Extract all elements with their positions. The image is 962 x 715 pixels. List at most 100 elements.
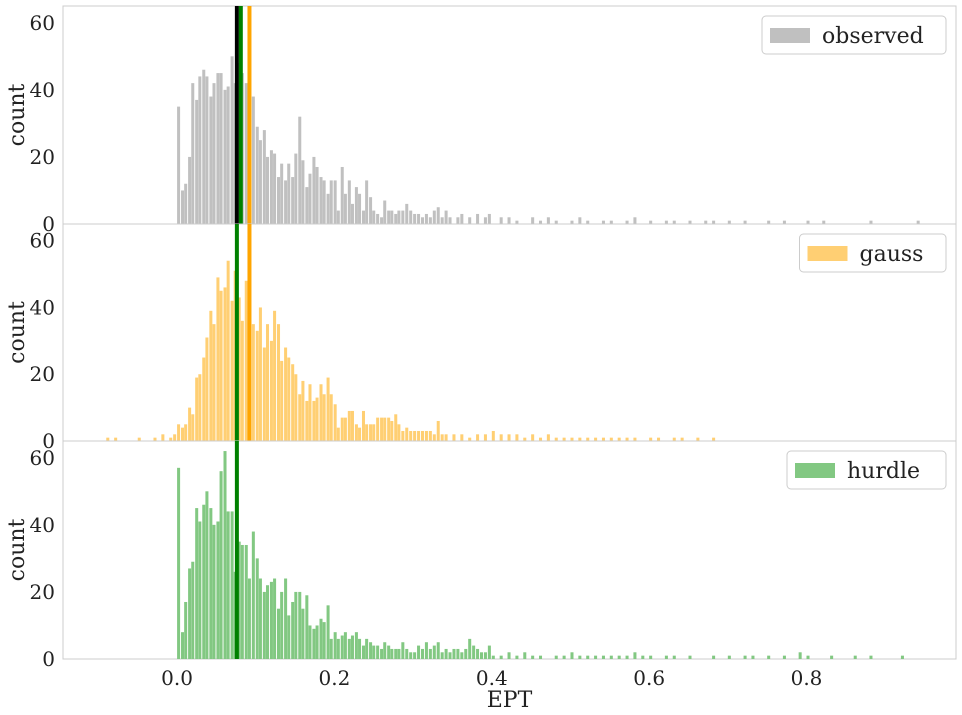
bar-hurdle-33 bbox=[294, 591, 298, 659]
bar-hurdle-47 bbox=[343, 632, 347, 659]
legend-top: observed bbox=[761, 15, 947, 55]
bar-hurdle-14 bbox=[226, 511, 230, 659]
bar-gauss-41 bbox=[298, 394, 302, 441]
bar-gauss-46 bbox=[315, 397, 319, 441]
bar-gauss-58 bbox=[358, 427, 362, 441]
bars-hurdle bbox=[177, 451, 904, 659]
bar-gauss-86 bbox=[483, 434, 487, 441]
bar-gauss-16 bbox=[209, 310, 213, 441]
bar-hurdle-117 bbox=[830, 655, 834, 659]
y-tick-label: 40 bbox=[30, 295, 55, 319]
bar-gauss-70 bbox=[401, 430, 405, 441]
bar-hurdle-41 bbox=[322, 622, 326, 659]
bar-hurdle-104 bbox=[641, 655, 645, 659]
bar-gauss-26 bbox=[244, 280, 248, 441]
bar-hurdle-108 bbox=[688, 655, 692, 659]
bar-observed-73 bbox=[440, 217, 444, 224]
bar-gauss-50 bbox=[329, 394, 333, 441]
bar-hurdle-34 bbox=[298, 591, 302, 659]
bar-hurdle-100 bbox=[609, 655, 613, 659]
bar-gauss-39 bbox=[291, 364, 295, 441]
bar-hurdle-10 bbox=[212, 524, 216, 659]
bar-gauss-28 bbox=[251, 324, 255, 441]
bar-gauss-61 bbox=[369, 424, 373, 441]
bar-gauss-64 bbox=[380, 417, 384, 441]
y-tick-label: 0 bbox=[42, 429, 55, 453]
bar-hurdle-111 bbox=[743, 655, 747, 659]
bar-hurdle-26 bbox=[269, 581, 273, 659]
bar-observed-78 bbox=[468, 217, 472, 224]
bar-observed-42 bbox=[326, 193, 330, 224]
bar-gauss-31 bbox=[262, 347, 266, 441]
bar-gauss-1 bbox=[114, 437, 118, 441]
bar-observed-6 bbox=[198, 76, 202, 225]
bar-observed-41 bbox=[322, 180, 326, 224]
bar-gauss-52 bbox=[336, 427, 340, 441]
bar-hurdle-2 bbox=[184, 601, 188, 659]
bar-gauss-77 bbox=[428, 430, 432, 441]
bar-hurdle-96 bbox=[578, 655, 582, 659]
bar-hurdle-38 bbox=[312, 628, 316, 659]
bar-gauss-5 bbox=[169, 437, 173, 441]
bar-hurdle-17 bbox=[237, 541, 241, 659]
bar-gauss-44 bbox=[308, 384, 312, 441]
bar-gauss-42 bbox=[301, 380, 305, 441]
bar-gauss-81 bbox=[444, 434, 448, 441]
bar-gauss-85 bbox=[476, 434, 480, 441]
bar-gauss-94 bbox=[546, 434, 550, 441]
bar-observed-15 bbox=[230, 56, 234, 225]
bar-hurdle-67 bbox=[417, 645, 421, 659]
bar-hurdle-6 bbox=[198, 521, 202, 659]
bar-observed-5 bbox=[195, 99, 199, 224]
bar-observed-99 bbox=[688, 220, 692, 224]
bar-hurdle-70 bbox=[428, 648, 432, 659]
bar-gauss-60 bbox=[365, 424, 369, 441]
bar-observed-87 bbox=[546, 217, 550, 224]
bar-observed-69 bbox=[424, 213, 428, 224]
bar-gauss-21 bbox=[226, 260, 230, 441]
bar-hurdle-73 bbox=[440, 652, 444, 659]
bar-gauss-18 bbox=[216, 277, 220, 441]
bar-observed-32 bbox=[291, 177, 295, 224]
bar-hurdle-52 bbox=[361, 645, 365, 659]
bar-gauss-66 bbox=[387, 417, 391, 441]
bar-hurdle-21 bbox=[251, 531, 255, 659]
bar-hurdle-0 bbox=[177, 467, 181, 659]
legend-box bbox=[786, 450, 947, 490]
bar-hurdle-24 bbox=[262, 591, 266, 659]
bar-gauss-108 bbox=[672, 437, 676, 441]
bar-observed-59 bbox=[387, 210, 391, 224]
bar-gauss-33 bbox=[269, 340, 273, 441]
bar-gauss-89 bbox=[507, 434, 511, 441]
bar-observed-93 bbox=[609, 220, 613, 224]
bar-observed-60 bbox=[390, 210, 394, 224]
bar-observed-102 bbox=[727, 220, 731, 224]
bar-observed-109 bbox=[916, 220, 920, 224]
bar-observed-26 bbox=[269, 150, 273, 224]
bar-observed-83 bbox=[507, 217, 511, 224]
bar-gauss-49 bbox=[326, 377, 330, 441]
bar-hurdle-94 bbox=[562, 655, 566, 659]
bar-gauss-51 bbox=[333, 404, 337, 441]
bar-gauss-6 bbox=[173, 434, 177, 441]
bar-gauss-78 bbox=[432, 434, 436, 441]
bar-observed-3 bbox=[188, 156, 192, 224]
bar-observed-104 bbox=[767, 220, 771, 224]
bar-gauss-63 bbox=[376, 417, 380, 441]
bar-gauss-0 bbox=[106, 437, 110, 441]
bar-gauss-45 bbox=[312, 400, 316, 441]
bar-hurdle-44 bbox=[333, 632, 337, 659]
bar-gauss-24 bbox=[237, 297, 241, 441]
bar-hurdle-40 bbox=[319, 618, 323, 659]
bar-gauss-83 bbox=[460, 434, 464, 441]
legend-middle: gauss bbox=[799, 233, 947, 273]
bar-hurdle-110 bbox=[727, 655, 731, 659]
bar-observed-86 bbox=[539, 220, 543, 224]
bar-hurdle-107 bbox=[672, 655, 676, 659]
bar-observed-24 bbox=[262, 130, 266, 224]
bar-observed-94 bbox=[625, 220, 629, 224]
bar-hurdle-76 bbox=[452, 648, 456, 659]
bar-gauss-100 bbox=[594, 437, 598, 441]
bar-hurdle-112 bbox=[751, 655, 755, 659]
bar-observed-55 bbox=[372, 210, 376, 224]
